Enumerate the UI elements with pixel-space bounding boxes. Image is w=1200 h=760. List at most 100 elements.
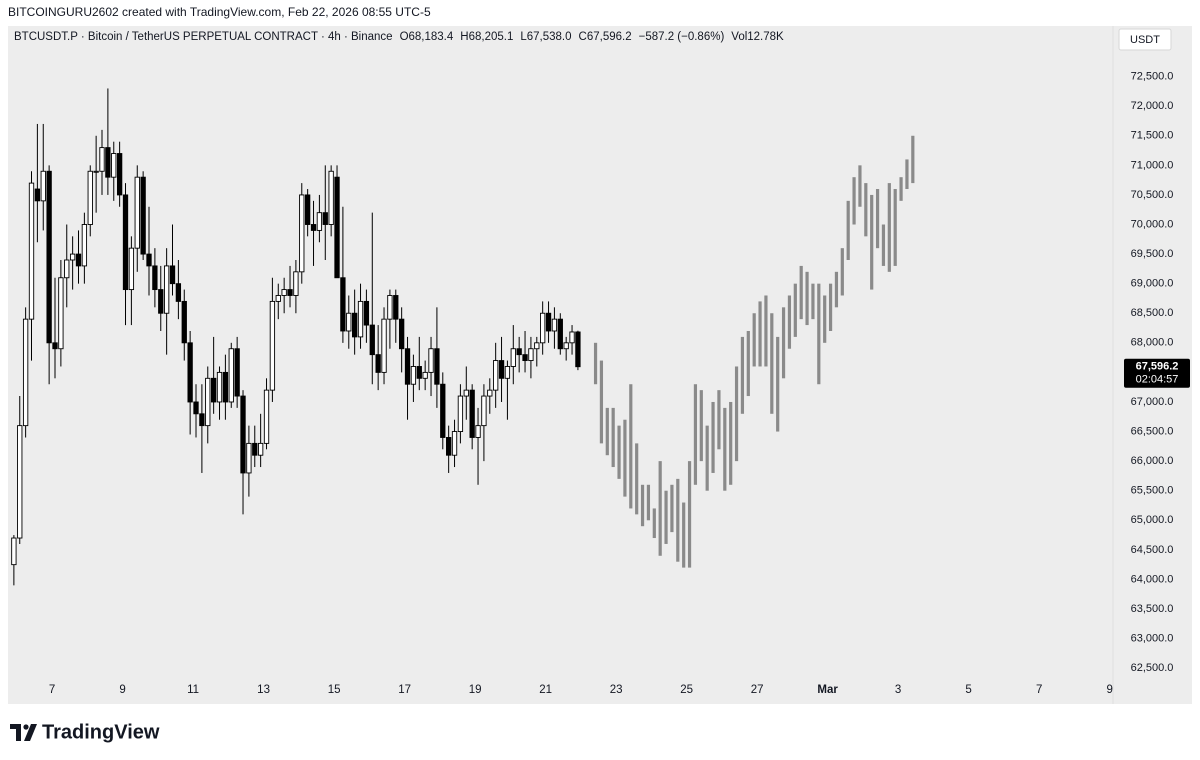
candle-body <box>440 383 446 438</box>
projection-bar <box>881 224 886 266</box>
currency[interactable]: USDT <box>1130 34 1160 46</box>
candle-body <box>381 318 387 373</box>
y-tick-label: 63,500.0 <box>1131 603 1174 615</box>
currency-box[interactable] <box>1118 28 1172 51</box>
candle-body <box>28 182 35 320</box>
candle-body <box>116 153 123 196</box>
candle-body <box>399 318 405 350</box>
projection-bar <box>811 283 815 320</box>
projection-bar <box>752 313 756 367</box>
projection-bar <box>670 484 674 533</box>
ohlc-stat: C67,596.2 <box>578 31 632 43</box>
candle-body <box>234 348 240 397</box>
candle-body <box>404 348 411 385</box>
y-tick-label: 70,000.0 <box>1131 218 1174 230</box>
candle-body <box>287 289 293 296</box>
projection-bar <box>758 301 762 367</box>
candle-body <box>322 212 328 225</box>
candle-body <box>11 537 17 566</box>
candle-body <box>40 170 46 202</box>
candle-body <box>340 277 346 332</box>
symbol-legend: BTCUSDT.P · Bitcoin / TetherUS PERPETUAL… <box>14 31 784 43</box>
projection-bar <box>599 360 604 444</box>
candle-body <box>375 354 381 373</box>
candle-body <box>81 224 88 267</box>
projection-bar <box>617 425 621 479</box>
projection-bar <box>858 165 862 207</box>
candle-body <box>487 389 493 397</box>
candle-body <box>481 395 487 427</box>
candle-body <box>545 312 552 332</box>
y-tick-label: 66,500.0 <box>1131 425 1174 437</box>
candle-body <box>498 360 505 379</box>
projection-bar <box>740 336 745 414</box>
candle-body <box>387 295 393 320</box>
projection-bar <box>699 390 703 462</box>
candle-body <box>557 318 563 350</box>
candle-body <box>475 425 481 438</box>
projection-bar <box>705 425 709 491</box>
candle-body <box>540 312 546 344</box>
y-tick-label: 67,000.0 <box>1131 396 1174 408</box>
candle-body <box>181 300 187 344</box>
brand-logo: TradingView <box>10 721 160 743</box>
candle-body <box>93 170 99 173</box>
candle-body <box>299 194 305 273</box>
x-tick-label: Mar <box>817 684 838 696</box>
candle-body <box>393 295 399 320</box>
y-tick-label: 69,000.0 <box>1131 278 1174 290</box>
candle-body <box>175 283 182 302</box>
x-tick-label: 3 <box>895 684 901 696</box>
y-tick-label: 68,500.0 <box>1131 307 1174 319</box>
x-tick-label: 9 <box>1106 684 1112 696</box>
candle-body <box>75 253 82 267</box>
candle-body <box>146 253 152 267</box>
projection-bar <box>828 283 833 331</box>
projection-bar <box>687 461 692 568</box>
projection-bar <box>787 295 792 349</box>
candle-body <box>434 348 440 385</box>
candle-body <box>363 300 370 326</box>
ohlc-stat: H68,205.1 <box>460 31 514 43</box>
x-tick-label: 19 <box>469 684 482 696</box>
x-tick-label: 7 <box>1036 684 1042 696</box>
y-tick-label: 70,500.0 <box>1131 189 1174 201</box>
projection-bar <box>693 384 698 485</box>
candle-body <box>451 431 458 456</box>
candle-body <box>534 342 540 350</box>
candle-body <box>516 348 522 356</box>
x-tick-label: 17 <box>398 684 411 696</box>
projection-bar <box>834 271 839 308</box>
candle-body <box>416 366 422 379</box>
candle-body <box>46 170 52 344</box>
projection-bar <box>676 478 680 562</box>
projection-bar <box>682 502 686 568</box>
candle-body <box>58 277 64 350</box>
candle-body <box>357 300 364 338</box>
projection-bar <box>664 490 668 544</box>
logo-icon <box>23 724 29 730</box>
candle-body <box>563 342 569 350</box>
candle-body <box>528 348 534 362</box>
projection-bar <box>887 183 891 272</box>
y-tick-label: 68,000.0 <box>1131 337 1174 349</box>
projection-bar <box>793 283 797 337</box>
projection-bar <box>623 419 627 497</box>
candle-body <box>240 395 246 474</box>
y-tick-label: 72,500.0 <box>1131 71 1174 83</box>
y-tick-label: 66,000.0 <box>1131 455 1174 467</box>
projection-bar <box>870 194 874 290</box>
x-tick-label: 13 <box>257 684 270 696</box>
candle-body <box>334 176 340 279</box>
candle-body <box>105 147 111 178</box>
projection-bar <box>770 313 774 414</box>
candle-body <box>158 289 164 314</box>
projection-bar <box>646 484 651 521</box>
projection-bar <box>805 271 809 326</box>
projection-bar <box>781 307 786 379</box>
candle-body <box>304 194 311 225</box>
candle-body <box>193 401 199 415</box>
projection-bar <box>846 200 850 260</box>
candle-body <box>122 194 129 291</box>
